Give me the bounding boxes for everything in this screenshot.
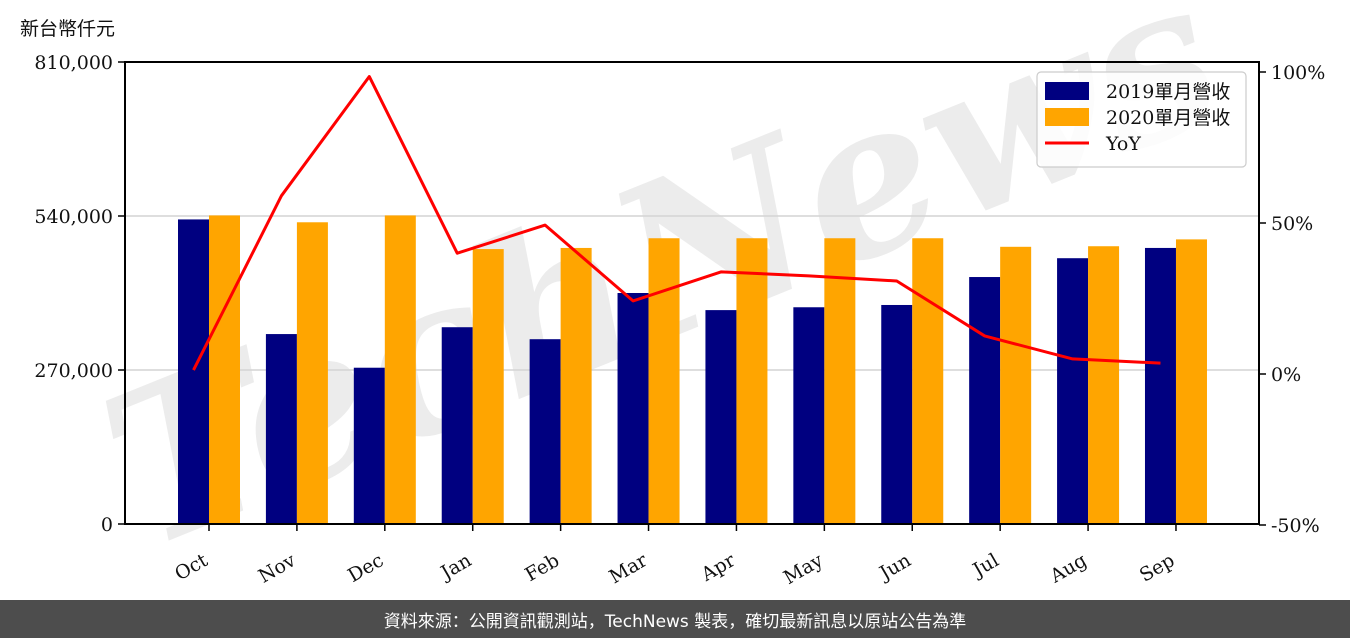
bar-2019: [881, 304, 913, 524]
legend-box: [1036, 71, 1247, 168]
bar-2020: [560, 247, 592, 524]
y2-tick-label: -50%: [1271, 515, 1320, 537]
y-tick-label: 540,000: [34, 206, 113, 228]
x-tick-label: Sep: [1136, 549, 1179, 586]
x-tick-label: Aug: [1046, 549, 1091, 588]
bar-2019: [793, 307, 825, 524]
plot-frame: [124, 61, 1260, 525]
bar-2020: [296, 222, 328, 524]
bar-2020: [209, 215, 240, 524]
footer-source-note: 資料來源：公開資訊觀測站，TechNews 製表，確切最新訊息以原站公告為準: [0, 600, 1350, 638]
yoy-line: [192, 75, 1161, 371]
y2-tick-label: 100%: [1271, 62, 1325, 84]
y-tick-label: 0: [101, 514, 113, 536]
x-tick-label: May: [780, 549, 827, 589]
bar-2020: [1088, 246, 1120, 525]
bar-2020: [1000, 246, 1032, 525]
bar-2020: [472, 249, 504, 524]
y2-tick-label: 0%: [1271, 364, 1301, 386]
bar-2019: [1144, 247, 1176, 524]
bar-2020: [824, 238, 856, 524]
bar-2019: [969, 277, 1001, 524]
x-tick-label: Apr: [697, 549, 740, 586]
bar-2019: [1057, 258, 1089, 524]
bar-2019: [178, 219, 209, 524]
x-tick-label: Mar: [606, 549, 652, 588]
legend-swatch: [1045, 108, 1089, 126]
bar-2019: [617, 293, 649, 524]
x-tick-label: Jul: [967, 549, 1002, 582]
y-tick-label: 810,000: [34, 52, 113, 74]
legend-label: 2019單月營收: [1106, 81, 1230, 103]
bar-2020: [648, 238, 680, 524]
bar-2020: [384, 215, 416, 524]
bar-2020: [1175, 239, 1207, 524]
bar-2019: [265, 334, 297, 524]
bar-2019: [441, 327, 473, 524]
bar-2019: [353, 367, 385, 524]
bar-2020: [912, 238, 944, 524]
legend-label: 2020單月營收: [1106, 107, 1230, 129]
x-tick-label: Jan: [435, 549, 475, 585]
legend-label: YoY: [1105, 133, 1141, 155]
bar-2020: [736, 238, 768, 524]
bar-2019: [705, 310, 737, 524]
x-tick-label: Dec: [344, 549, 387, 587]
y-tick-label: 270,000: [34, 360, 113, 382]
y-axis-unit-label: 新台幣仟元: [20, 18, 116, 40]
x-tick-label: Jun: [874, 549, 915, 585]
x-tick-label: Feb: [521, 549, 563, 586]
bar-2019: [529, 339, 561, 524]
y2-tick-label: 50%: [1271, 213, 1313, 235]
legend-swatch: [1045, 82, 1089, 100]
revenue-chart: TechNews0270,000540,000810,000-50%0%50%1…: [34, 0, 1325, 596]
